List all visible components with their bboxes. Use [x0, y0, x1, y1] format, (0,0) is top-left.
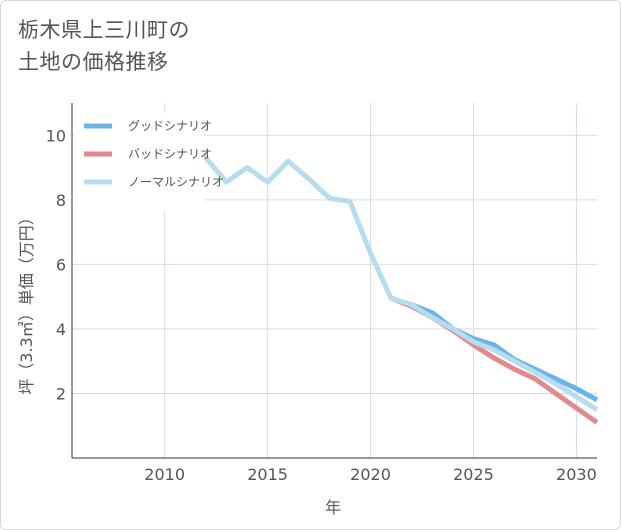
axes: 2010 2015 2020 2025 2030 2 4 6 8 10: [46, 103, 597, 484]
y-axis-label: 坪（3.3㎡）単価（万円）: [17, 209, 36, 394]
legend-label: バッドシナリオ: [128, 147, 212, 161]
y-tick-label: 2: [56, 384, 66, 403]
legend-label: ノーマルシナリオ: [128, 175, 224, 189]
title-line-2: 土地の価格推移: [18, 50, 169, 74]
legend-box: [74, 113, 204, 210]
x-tick-label: 2010: [144, 465, 185, 484]
x-tick-label: 2015: [247, 465, 288, 484]
title-line-1: 栃木県上三川町の: [18, 18, 190, 42]
x-tick-label: 2030: [556, 465, 597, 484]
legend-label: グッドシナリオ: [128, 119, 212, 133]
y-tick-label: 8: [56, 191, 66, 210]
chart-title: 栃木県上三川町の 土地の価格推移: [18, 14, 190, 78]
y-tick-label: 4: [56, 320, 66, 339]
x-axis-label: 年: [325, 498, 341, 517]
x-tick-label: 2020: [350, 465, 391, 484]
series-line-good: [390, 295, 599, 403]
x-tick-label: 2025: [453, 465, 494, 484]
grid: [72, 103, 597, 458]
y-tick-label: 6: [56, 255, 66, 274]
y-tick-label: 10: [46, 126, 66, 145]
